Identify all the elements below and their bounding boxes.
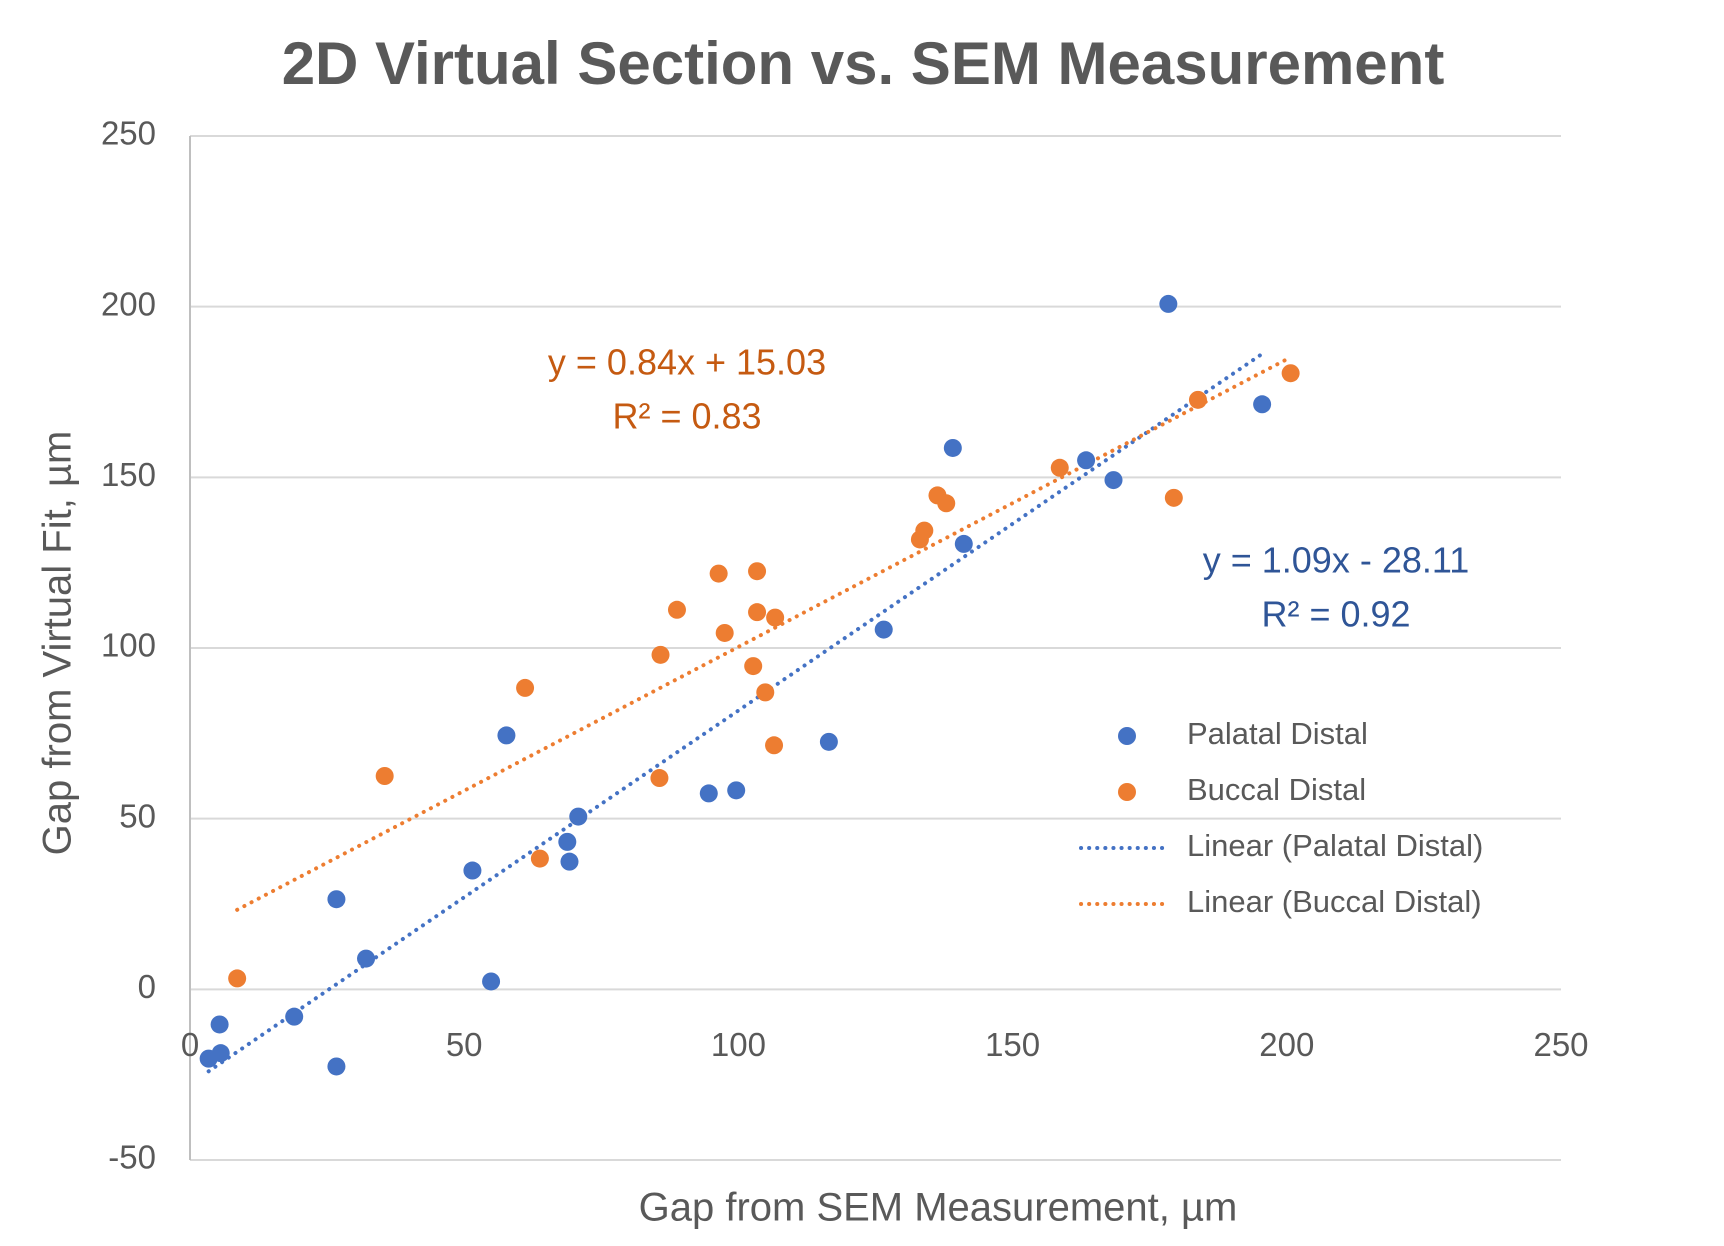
scatter-point: [1104, 471, 1123, 490]
scatter-point: [651, 645, 670, 664]
scatter-point: [1077, 451, 1096, 470]
scatter-point: [819, 732, 838, 751]
scatter-point: [285, 1007, 304, 1026]
scatter-point: [530, 849, 549, 868]
scatter-point: [766, 608, 785, 627]
x-tick-label: 250: [1533, 1026, 1588, 1063]
legend-marker: [1118, 727, 1136, 745]
scatter-point: [497, 726, 516, 745]
annotation: y = 1.09x - 28.11: [1203, 540, 1470, 581]
scatter-point: [463, 861, 482, 880]
y-tick-label: 250: [101, 115, 156, 152]
scatter-point: [327, 1057, 346, 1076]
scatter-point: [915, 521, 934, 540]
legend-label: Buccal Distal: [1187, 772, 1366, 807]
scatter-point: [558, 832, 577, 851]
y-tick-label: 150: [101, 456, 156, 493]
scatter-point: [748, 603, 767, 622]
annotation: R² = 0.83: [612, 396, 761, 437]
x-tick-label: 50: [446, 1026, 483, 1063]
scatter-point: [560, 852, 579, 871]
annotation: R² = 0.92: [1261, 594, 1410, 635]
y-tick-label: 0: [138, 968, 156, 1005]
scatter-point: [727, 781, 746, 800]
scatter-point: [228, 969, 247, 988]
scatter-point: [1050, 458, 1069, 477]
y-tick-label: 50: [119, 797, 156, 834]
chart-title: 2D Virtual Section vs. SEM Measurement: [282, 30, 1445, 97]
scatter-point: [650, 769, 669, 788]
x-tick-label: 200: [1259, 1026, 1314, 1063]
scatter-point: [1281, 364, 1300, 383]
scatter-point: [210, 1015, 229, 1034]
scatter-point: [1164, 488, 1183, 507]
scatter-point: [699, 784, 718, 803]
scatter-point: [744, 657, 763, 676]
y-tick-label: -50: [108, 1139, 156, 1176]
legend-marker: [1118, 783, 1136, 801]
scatter-point: [709, 564, 728, 583]
x-tick-label: 100: [711, 1026, 766, 1063]
scatter-point: [1188, 390, 1207, 409]
y-axis-title: Gap from Virtual Fit, µm: [36, 431, 80, 856]
y-tick-label: 100: [101, 627, 156, 664]
scatter-point: [1159, 294, 1178, 313]
trendline: [206, 351, 1265, 1074]
scatter-point: [937, 494, 956, 513]
scatter-point: [1253, 395, 1272, 414]
scatter-point: [954, 534, 973, 553]
x-tick-label: 0: [181, 1026, 199, 1063]
x-axis-title: Gap from SEM Measurement, µm: [639, 1186, 1238, 1230]
scatter-point: [756, 683, 775, 702]
scatter-point: [667, 600, 686, 619]
scatter-point: [211, 1044, 230, 1063]
annotation: y = 0.84x + 15.03: [548, 342, 826, 383]
legend-label: Linear (Palatal Distal): [1187, 828, 1483, 863]
scatter-point: [357, 949, 376, 968]
scatter-point: [748, 562, 767, 581]
scatter-point: [715, 623, 734, 642]
scatter-point: [327, 890, 346, 909]
scatter-point: [765, 736, 784, 755]
scatter-point: [375, 767, 394, 785]
scatter-point: [482, 972, 501, 991]
scatter-point: [516, 678, 535, 697]
trendline: [235, 355, 1293, 912]
scatter-point: [874, 620, 893, 639]
x-tick-label: 150: [985, 1026, 1040, 1063]
scatter-point: [943, 438, 962, 457]
scatter-point: [569, 807, 588, 826]
legend-label: Palatal Distal: [1187, 716, 1368, 751]
y-tick-label: 200: [101, 285, 156, 322]
legend-label: Linear (Buccal Distal): [1187, 884, 1482, 919]
